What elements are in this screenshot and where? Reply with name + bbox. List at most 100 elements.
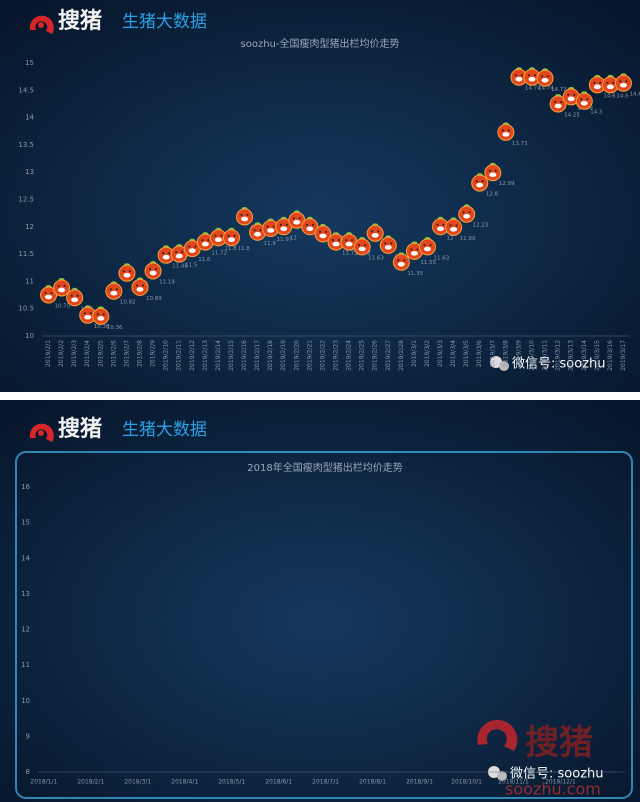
eye [423, 244, 426, 247]
x-tick-label: 2019/3/8 [502, 340, 509, 367]
eye [573, 93, 576, 96]
eye [371, 230, 374, 233]
data-label: 14.72 [551, 87, 567, 93]
eye [606, 81, 609, 84]
pig-marker [222, 227, 240, 247]
snout [136, 287, 144, 292]
brand-name: 生猪大数据 [122, 12, 207, 32]
eye [318, 230, 321, 233]
x-tick-label: 2018/12/1 [545, 779, 576, 786]
eye [253, 229, 256, 232]
snout [554, 103, 562, 109]
x-tick-label: 2018/6/1 [265, 779, 292, 786]
eye [364, 244, 367, 247]
snout [567, 96, 575, 102]
data-label: 11.72 [211, 251, 227, 257]
pig-marker [405, 241, 423, 260]
pig-marker [497, 122, 515, 141]
snout [149, 270, 157, 276]
snout [58, 287, 66, 293]
x-tick-label: 2019/2/6 [110, 340, 117, 367]
pig-marker [353, 237, 371, 256]
pig-marker [249, 222, 267, 241]
eye [567, 93, 570, 96]
snout [71, 297, 79, 303]
pig-marker [131, 277, 149, 296]
y-tick-label: 11.5 [18, 250, 34, 258]
eye [449, 224, 452, 227]
x-tick-label: 2018/1/1 [30, 779, 57, 786]
y-tick-label: 14 [25, 114, 34, 122]
eye [436, 223, 439, 226]
pig-marker [510, 67, 528, 86]
pig-marker [209, 227, 227, 247]
pig-marker [327, 232, 345, 251]
snout [371, 233, 379, 238]
data-label: 11.5 [185, 263, 198, 269]
eye [57, 284, 60, 287]
snout [606, 84, 614, 90]
pig-marker [523, 67, 541, 86]
eye [220, 234, 223, 237]
x-tick-label: 2019/2/13 [202, 340, 209, 371]
x-tick-label: 2019/3/2 [424, 340, 431, 367]
x-tick-label: 2019/3/17 [620, 340, 627, 371]
eye [63, 284, 66, 287]
pig-marker [40, 285, 58, 304]
snout [97, 316, 105, 321]
eye [227, 234, 230, 237]
pig-marker [118, 263, 136, 282]
logo-icon [29, 15, 54, 34]
snout [502, 132, 510, 137]
pig-marker [575, 91, 593, 110]
x-tick-label: 2019/2/16 [241, 340, 248, 371]
eye [416, 248, 419, 251]
pig-marker [144, 261, 162, 280]
x-tick-label: 2019/2/1 [45, 340, 52, 367]
data-label: 11.72 [342, 251, 358, 257]
x-tick-label: 2019/2/28 [398, 340, 405, 371]
logo-text: 搜猪 [58, 8, 102, 34]
snout [476, 182, 484, 188]
pig-marker [471, 173, 489, 192]
pig-marker [340, 232, 358, 251]
y-tick-label: 10 [21, 697, 30, 705]
eye [109, 288, 112, 291]
x-tick-label: 2019/2/7 [123, 340, 130, 367]
x-tick-label: 2019/3/10 [529, 340, 536, 371]
eye [96, 313, 99, 316]
pig-marker [379, 235, 397, 254]
eye [122, 270, 125, 273]
eye [541, 75, 544, 78]
eye [625, 80, 628, 83]
data-label: 10.38 [94, 324, 110, 330]
x-tick-label: 2019/2/17 [254, 340, 261, 371]
data-label: 11.63 [368, 256, 384, 262]
data-label: 11.8 [237, 246, 250, 252]
x-tick-label: 2019/2/10 [163, 340, 170, 371]
x-tick-label: 2019/2/15 [228, 340, 235, 371]
eye [455, 224, 458, 227]
x-tick-label: 2019/2/27 [385, 340, 392, 371]
eye [102, 313, 105, 316]
panel-background [0, 400, 640, 802]
snout [110, 290, 118, 296]
data-label: 12 [447, 235, 454, 241]
eye [612, 81, 615, 84]
data-label: 11.63 [433, 256, 449, 262]
y-tick-label: 10 [25, 332, 34, 340]
x-tick-label: 2018/2/1 [77, 779, 104, 786]
eye [259, 229, 262, 232]
x-tick-label: 2019/2/11 [176, 340, 183, 371]
eye [475, 180, 478, 183]
eye [44, 292, 47, 295]
pig-marker [92, 306, 110, 325]
wechat-id: 微信号: soozhu [512, 357, 606, 372]
x-tick-label: 2018/11/1 [498, 779, 529, 786]
x-tick-label: 2019/3/7 [489, 340, 496, 367]
snout [489, 172, 497, 178]
y-tick-label: 16 [21, 483, 30, 491]
eye [534, 74, 536, 77]
data-label: 11.55 [420, 260, 436, 266]
snout [241, 216, 249, 222]
